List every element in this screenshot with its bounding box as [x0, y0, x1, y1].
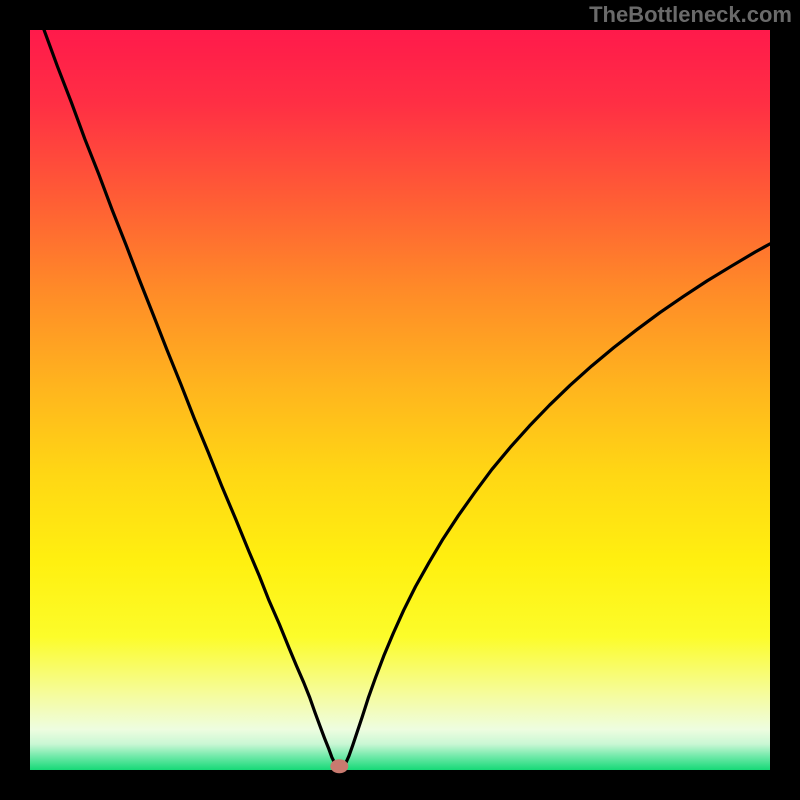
chart-container: TheBottleneck.com	[0, 0, 800, 800]
chart-svg	[0, 0, 800, 800]
watermark-text: TheBottleneck.com	[589, 2, 792, 28]
plot-area	[30, 30, 770, 770]
minimum-marker	[330, 759, 348, 773]
